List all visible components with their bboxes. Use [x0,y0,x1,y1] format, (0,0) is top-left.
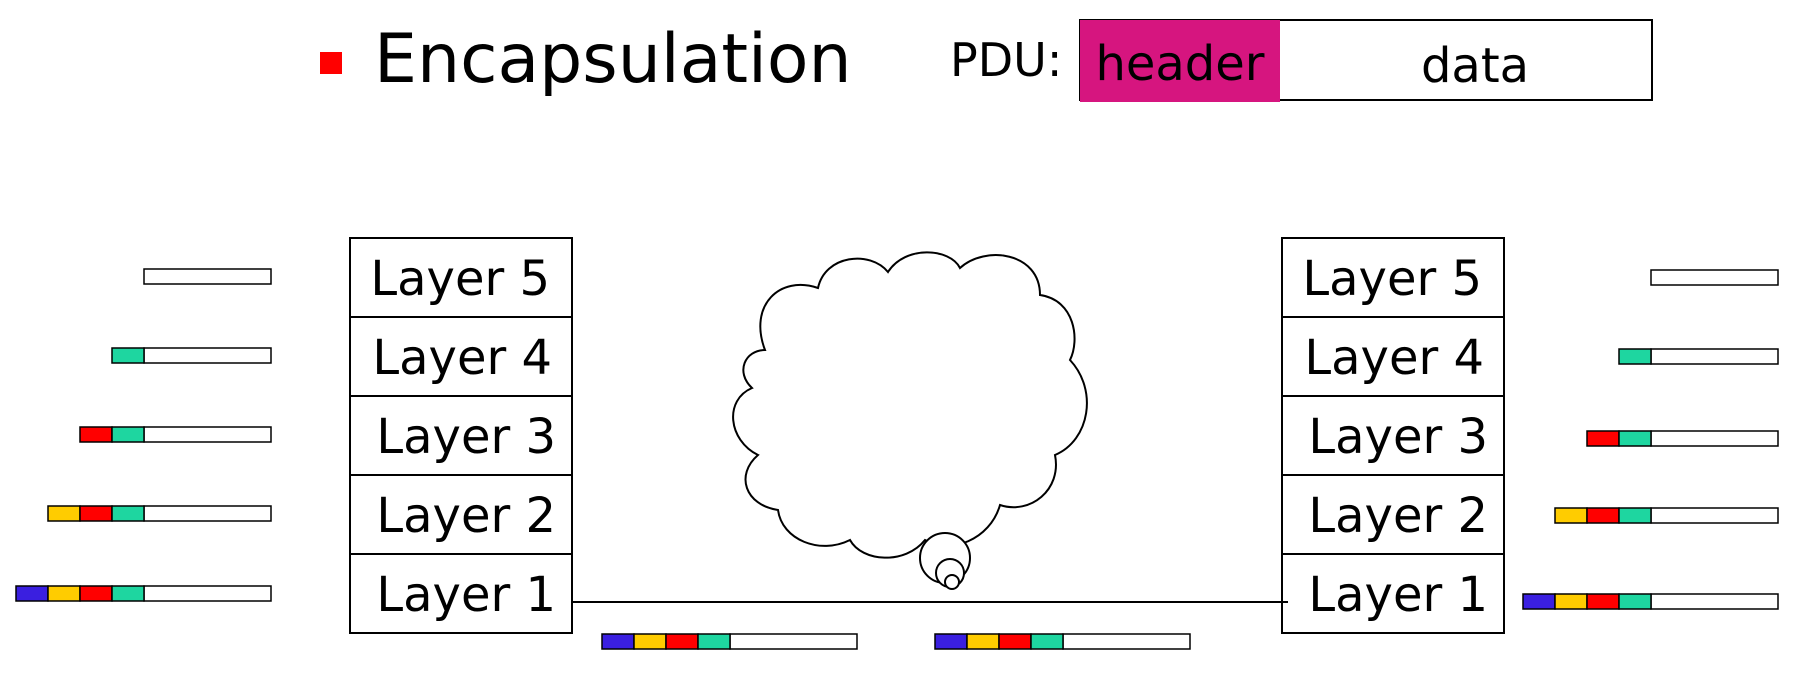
header-segment [79,505,113,522]
left-pdu-bar-layer-3 [79,426,272,443]
left-layer-5: Layer 5 [370,251,550,307]
header-segment [697,633,731,650]
left-layer-3: Layer 3 [376,409,556,465]
data-segment [143,268,272,285]
header-segment [1030,633,1064,650]
header-segment [1554,507,1588,524]
header-segment [665,633,699,650]
left-layer-2: Layer 2 [376,488,556,544]
header-segment [1586,593,1620,610]
header-segment [111,347,145,364]
data-segment [1650,430,1779,447]
left-pdu-bar-layer-1 [15,585,272,602]
wire-pdu-bar-left [601,633,858,650]
cloud-icon [732,251,1088,590]
header-segment [1586,430,1620,447]
header-segment [1618,430,1652,447]
data-segment [143,426,272,443]
data-segment [1062,633,1191,650]
header-segment [1522,593,1556,610]
right-layer-3: Layer 3 [1308,409,1488,465]
header-segment [111,426,145,443]
header-segment [1586,507,1620,524]
pdu-data-label: data [1421,38,1529,94]
wire-pdu-bar-right [934,633,1191,650]
left-layer-stack: Layer 5 Layer 4 Layer 3 Layer 2 Layer 1 [349,237,573,634]
data-segment [1650,348,1779,365]
header-segment [111,505,145,522]
right-layer-4: Layer 4 [1304,330,1484,386]
right-pdu-bar-layer-2 [1554,507,1779,524]
right-layer-1: Layer 1 [1308,567,1488,623]
header-segment [1618,507,1652,524]
data-segment [1650,593,1779,610]
header-segment [966,633,1000,650]
data-segment [1650,507,1779,524]
page-title: Encapsulation [374,20,852,99]
header-segment [998,633,1032,650]
header-segment [47,585,81,602]
bullet-icon [320,52,342,74]
left-pdu-bar-layer-4 [111,347,272,364]
pdu-label: PDU: [950,33,1062,87]
header-segment [1554,593,1588,610]
header-segment [1618,348,1652,365]
data-segment [1650,269,1779,286]
header-segment [47,505,81,522]
header-segment [633,633,667,650]
left-pdu-bar-layer-5 [143,268,272,285]
header-segment [79,426,113,443]
data-segment [729,633,858,650]
header-segment [1618,593,1652,610]
data-segment [143,347,272,364]
right-layer-2: Layer 2 [1308,488,1488,544]
right-pdu-bar-layer-3 [1586,430,1779,447]
pdu-bars [15,268,1779,650]
left-layer-1: Layer 1 [376,567,556,623]
pdu-header-box [1080,20,1280,102]
header-segment [601,633,635,650]
header-segment [15,585,49,602]
header-segment [111,585,145,602]
data-segment [143,505,272,522]
pdu-header-label: header [1095,36,1264,92]
right-pdu-bar-layer-5 [1650,269,1779,286]
header-segment [934,633,968,650]
right-pdu-bar-layer-4 [1618,348,1779,365]
right-layer-stack: Layer 5 Layer 4 Layer 3 Layer 2 Layer 1 [1281,237,1505,634]
right-layer-5: Layer 5 [1302,251,1482,307]
header-segment [79,585,113,602]
left-pdu-bar-layer-2 [47,505,272,522]
right-pdu-bar-layer-1 [1522,593,1779,610]
data-segment [143,585,272,602]
left-layer-4: Layer 4 [372,330,552,386]
